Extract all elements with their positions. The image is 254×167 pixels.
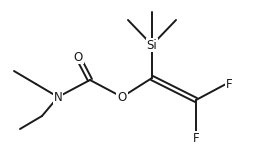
Text: F: F [226,77,233,91]
Text: O: O [73,50,83,63]
Text: O: O [117,91,127,104]
Text: Si: Si [147,39,157,51]
Text: N: N [54,91,62,104]
Text: F: F [193,132,199,145]
